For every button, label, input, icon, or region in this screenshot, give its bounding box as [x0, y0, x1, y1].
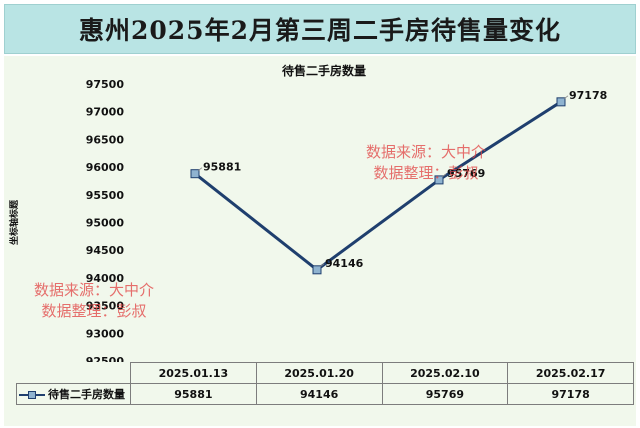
data-table-cell: 97178	[507, 383, 634, 405]
data-table-header: 2025.02.17	[507, 362, 634, 384]
legend-label: 待售二手房数量	[48, 388, 125, 401]
data-label-leader	[563, 95, 569, 100]
y-tick-label: 94000	[86, 272, 125, 285]
watermark-line: 数据整理：彭叔	[373, 164, 479, 182]
y-tick-label: 94500	[86, 244, 125, 257]
data-point-marker	[434, 175, 444, 185]
banner: 惠州2025年2月第三周二手房待售量变化	[4, 4, 636, 54]
data-table-header: 2025.02.10	[381, 362, 509, 384]
y-axis-label: 坐标轴标题	[8, 199, 20, 245]
data-label-leader	[197, 167, 203, 172]
watermark-line: 数据整理：彭叔	[41, 302, 147, 320]
legend-key-icon	[19, 391, 45, 399]
data-table-cell: 95769	[381, 383, 509, 405]
data-table-cell: 94146	[255, 383, 383, 405]
y-tick-label: 95500	[86, 189, 125, 202]
data-table-cell: 95881	[130, 383, 257, 405]
y-tick-label: 93000	[86, 327, 125, 340]
data-point-marker	[190, 169, 200, 179]
y-tick-label: 97000	[86, 106, 125, 119]
data-table-header: 2025.01.20	[255, 362, 383, 384]
watermark-left: 数据来源：大中介 数据整理：彭叔	[34, 280, 154, 322]
data-point-marker	[312, 265, 322, 275]
y-tick-label: 96500	[86, 133, 125, 146]
data-table-row: 待售二手房数量 95881 94146 95769 97178	[16, 383, 634, 405]
data-table-series-cell: 待售二手房数量	[16, 383, 131, 405]
y-tick-label: 93500	[86, 300, 125, 313]
data-label-leader	[319, 263, 325, 268]
y-tick-label: 97500	[86, 78, 125, 91]
data-table: 2025.01.13 2025.01.20 2025.02.10 2025.02…	[16, 362, 634, 405]
data-label-leader	[441, 173, 447, 178]
y-tick-label: 96000	[86, 161, 125, 174]
watermark-line: 数据来源：大中介	[366, 143, 487, 161]
data-label: 97178	[569, 89, 607, 102]
chart-title: 待售二手房数量	[282, 63, 366, 78]
data-label: 95769	[447, 167, 485, 180]
data-point-marker	[556, 97, 566, 107]
data-label: 94146	[325, 257, 364, 270]
watermark-top-right: 数据来源：大中介 数据整理：彭叔	[366, 142, 486, 184]
y-tick-label: 95000	[86, 217, 125, 230]
banner-title: 惠州2025年2月第三周二手房待售量变化	[79, 16, 561, 45]
data-table-corner	[16, 362, 131, 384]
watermark-line: 数据来源：大中介	[34, 281, 155, 299]
y-tick-label: 92500	[86, 355, 125, 362]
data-table-header: 2025.01.13	[130, 362, 257, 384]
data-label: 95881	[203, 161, 241, 174]
data-table-header-row: 2025.01.13 2025.01.20 2025.02.10 2025.02…	[16, 362, 634, 384]
series-line	[194, 100, 562, 272]
